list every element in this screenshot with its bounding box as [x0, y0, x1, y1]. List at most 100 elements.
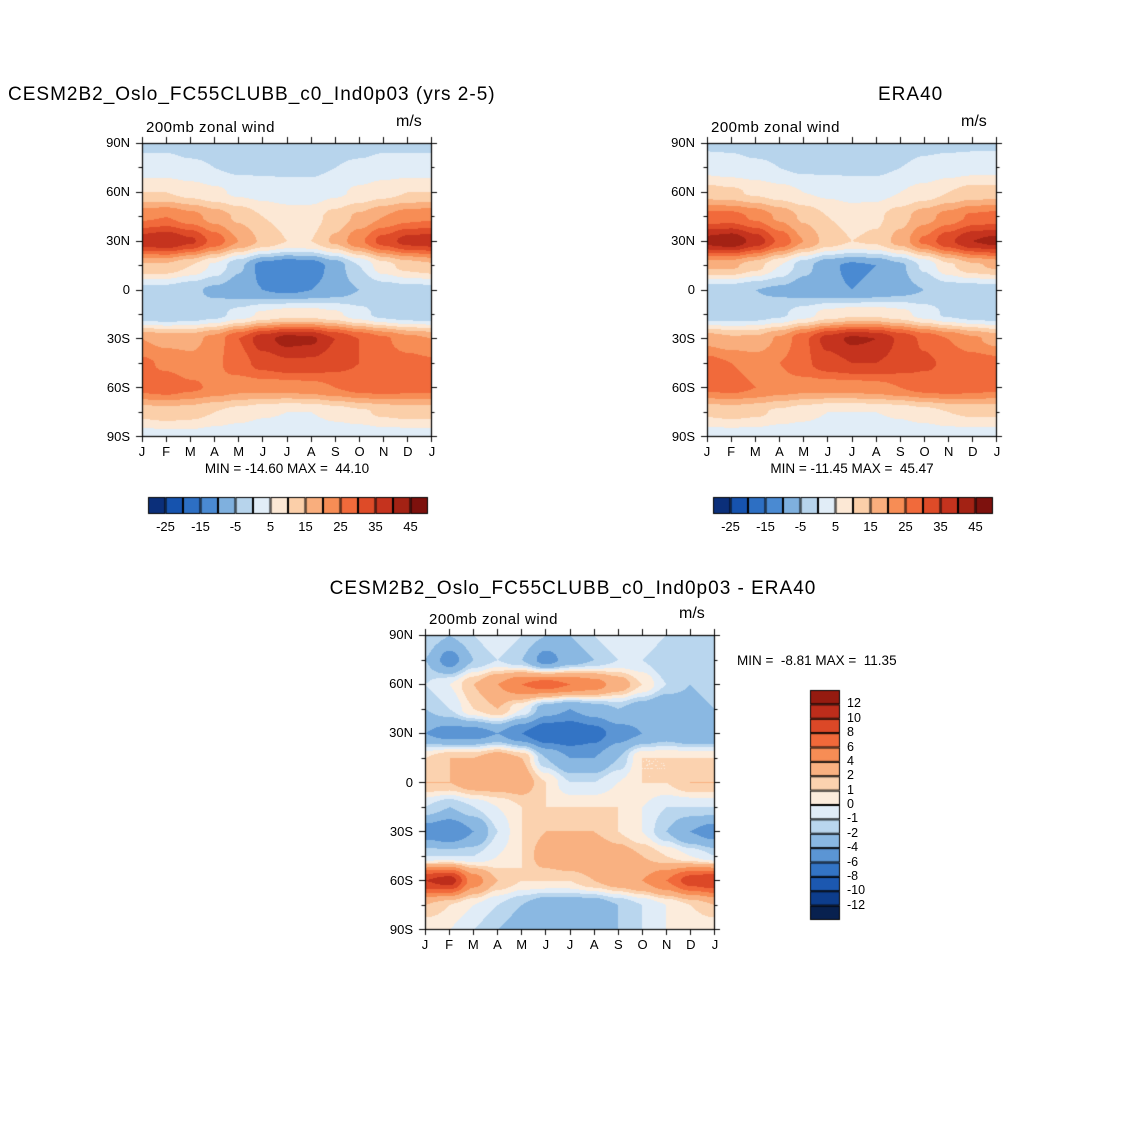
panel-diff-units: m/s: [679, 605, 705, 622]
month-axis-label: O: [354, 444, 365, 459]
panel-diff-title: CESM2B2_Oslo_FC55CLUBB_c0_Ind0p03 - ERA4…: [329, 578, 817, 599]
colorbar-label: -15: [191, 519, 210, 534]
colorbar-label: 15: [298, 519, 313, 534]
lat-axis-label: 30S: [671, 331, 695, 346]
month-axis-label: M: [184, 444, 196, 459]
month-axis-label: M: [516, 937, 528, 952]
panel-era40-title: ERA40: [878, 84, 944, 105]
month-axis-label: J: [421, 937, 429, 952]
contour-plot-model: [128, 129, 446, 451]
lat-axis-label: 90S: [671, 429, 695, 444]
panel-era40-minmax: MIN = -11.45 MAX = 45.47: [770, 461, 934, 476]
panel-model-units: m/s: [396, 113, 422, 130]
month-axis-label: N: [661, 937, 672, 952]
month-axis-label: F: [445, 937, 454, 952]
lat-axis-label: 60S: [389, 872, 413, 888]
colorbar-label: 15: [863, 519, 878, 534]
lat-axis-label: 30S: [106, 331, 130, 346]
colorbar-label: 1: [847, 782, 854, 797]
panel-model-title: CESM2B2_Oslo_FC55CLUBB_c0_Ind0p03 (yrs 2…: [8, 84, 496, 105]
month-axis-label: F: [727, 444, 736, 459]
month-axis-label: J: [542, 937, 550, 952]
lat-axis-label: 60S: [671, 380, 695, 395]
lat-axis-label: 90N: [389, 627, 413, 642]
colorbar-era40: [712, 496, 994, 515]
colorbar-label: 25: [898, 519, 913, 534]
month-axis-label: F: [162, 444, 171, 459]
month-axis-label: M: [233, 444, 245, 459]
lat-axis-label: 90N: [106, 135, 130, 150]
colorbar-label: 35: [933, 519, 948, 534]
colorbar-label: 6: [847, 739, 854, 754]
month-axis-label: N: [378, 444, 389, 459]
colorbar-label: 45: [403, 519, 418, 534]
colorbar-label: -4: [847, 840, 859, 855]
lat-axis-label: 30N: [106, 233, 130, 248]
colorbar-model: [147, 496, 429, 515]
month-axis-label: A: [493, 937, 502, 952]
month-axis-label: J: [711, 937, 719, 952]
month-axis-label: S: [895, 444, 905, 459]
lat-axis-label: 30N: [389, 725, 413, 741]
colorbar-diff: [809, 689, 841, 921]
panel-diff-minmax: MIN = -8.81 MAX = 11.35: [737, 653, 897, 668]
lat-axis-label: 60N: [671, 184, 695, 199]
month-axis-label: A: [589, 937, 599, 952]
month-axis-label: N: [943, 444, 954, 459]
colorbar-label: -5: [794, 519, 807, 534]
month-axis-label: A: [775, 444, 784, 459]
month-axis-label: A: [871, 444, 881, 459]
colorbar-label: -15: [756, 519, 775, 534]
colorbar-label: 4: [847, 753, 854, 768]
lat-axis-label: 0: [687, 282, 695, 297]
month-axis-label: M: [467, 937, 479, 952]
colorbar-label: 8: [847, 725, 854, 740]
colorbar-label: 2: [847, 768, 854, 783]
month-axis-label: J: [848, 444, 856, 459]
month-axis-label: M: [798, 444, 810, 459]
colorbar-label: 10: [847, 710, 861, 725]
lat-axis-label: 30S: [389, 823, 413, 839]
lat-axis-label: 60N: [106, 184, 130, 199]
lat-axis-label: 60S: [106, 380, 130, 395]
colorbar-label: 35: [368, 519, 383, 534]
month-axis-label: J: [993, 444, 1001, 459]
month-axis-label: O: [919, 444, 930, 459]
lat-axis-label: 0: [122, 282, 130, 297]
colorbar-label: -12: [847, 897, 866, 912]
colorbar-label: -2: [847, 825, 859, 840]
month-axis-label: J: [259, 444, 267, 459]
lat-axis-label: 90S: [389, 922, 413, 937]
colorbar-label: 0: [847, 797, 854, 811]
lat-axis-label: 30N: [671, 233, 695, 248]
month-axis-label: J: [283, 444, 291, 459]
panel-model-minmax: MIN = -14.60 MAX = 44.10: [204, 461, 370, 476]
colorbar-label: 12: [847, 696, 861, 711]
lat-axis-label: 90N: [671, 135, 695, 150]
colorbar-label: 5: [266, 519, 275, 534]
colorbar-label: 25: [333, 519, 348, 534]
colorbar-label: 5: [831, 519, 840, 534]
month-axis-label: D: [686, 937, 696, 952]
month-axis-label: J: [138, 444, 146, 459]
month-axis-label: O: [637, 937, 648, 952]
month-axis-label: A: [306, 444, 316, 459]
panel-era40-units: m/s: [961, 113, 987, 130]
month-axis-label: D: [403, 444, 413, 459]
month-axis-label: M: [749, 444, 761, 459]
lat-axis-label: 60N: [389, 676, 413, 692]
month-axis-label: A: [210, 444, 219, 459]
month-axis-label: J: [824, 444, 832, 459]
lat-axis-label: 90S: [106, 429, 130, 444]
month-axis-label: D: [968, 444, 978, 459]
contour-plot-era40: [693, 129, 1011, 451]
colorbar-label: 45: [968, 519, 983, 534]
month-axis-label: J: [703, 444, 711, 459]
month-axis-label: J: [428, 444, 436, 459]
colorbar-label: -25: [156, 519, 175, 534]
colorbar-label: -6: [847, 854, 859, 869]
month-axis-label: J: [566, 937, 574, 952]
colorbar-label: -10: [847, 883, 866, 898]
month-axis-label: S: [330, 444, 340, 459]
